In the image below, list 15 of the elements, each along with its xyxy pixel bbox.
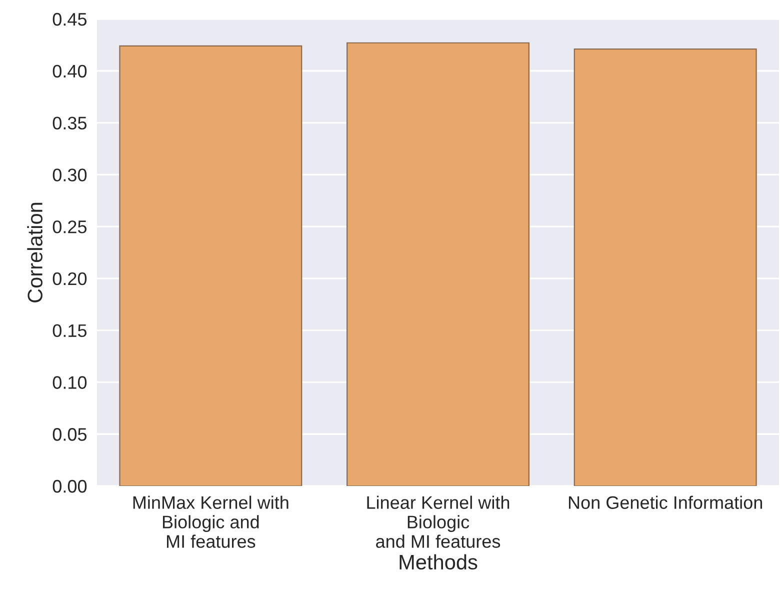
y-tick-label: 0.10: [52, 376, 87, 389]
x-tick-label: Non Genetic Information: [568, 496, 762, 509]
y-tick-label: 0.25: [52, 220, 87, 234]
y-tick-label: 0.30: [52, 168, 87, 182]
x-axis-title: Methods: [400, 554, 478, 570]
y-axis-title: Correlation: [27, 202, 42, 302]
y-tick-label: 0.40: [52, 64, 87, 78]
y-tick-label: 0.20: [52, 272, 87, 286]
x-tick-label: MinMax Kernel with Biologic and MI features: [133, 496, 288, 548]
y-tick-label: 0.35: [52, 116, 87, 130]
y-tick-label: 0.15: [52, 324, 87, 338]
x-tick-label: Linear Kernel with Biologic and MI features: [367, 496, 510, 548]
y-tick-label: 0.05: [52, 428, 87, 441]
y-tick-label: 0.45: [52, 12, 87, 26]
y-tick-label: 0.00: [52, 480, 87, 493]
